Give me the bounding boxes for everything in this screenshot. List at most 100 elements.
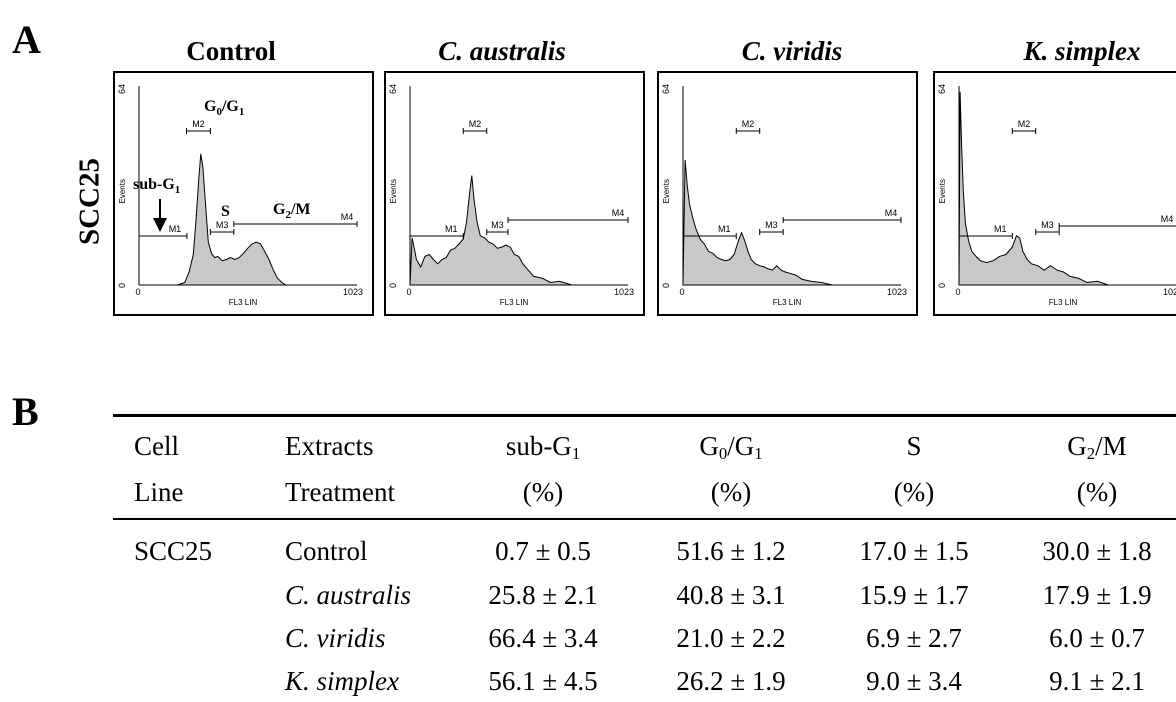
marker-m2: M2 bbox=[186, 119, 211, 134]
y-tick-label: 0 bbox=[937, 283, 947, 288]
histogram-area bbox=[958, 91, 1176, 286]
panel-frame bbox=[113, 71, 374, 316]
x-tick-label: 0 bbox=[135, 287, 140, 297]
marker-label: M3 bbox=[765, 220, 778, 230]
marker-label: M3 bbox=[216, 220, 229, 230]
table-header-rule bbox=[113, 518, 1176, 520]
x-tick-label: 1023 bbox=[343, 287, 363, 297]
chart-title-c-australis: C. australis bbox=[438, 36, 566, 66]
chart-title-control: Control bbox=[186, 36, 276, 66]
marker-m4: M4 bbox=[1058, 214, 1176, 229]
marker-m4: M4 bbox=[507, 208, 629, 223]
table-cell-value: 17.0 ± 1.5 bbox=[859, 536, 969, 566]
x-tick-label: 1023 bbox=[614, 287, 634, 297]
annotation-sub-g1: sub-G1 bbox=[133, 176, 180, 196]
table-cell-value: 26.2 ± 1.9 bbox=[676, 666, 786, 696]
table-header: (%) bbox=[1076, 477, 1118, 507]
marker-label: M1 bbox=[445, 224, 458, 234]
table-cell-value: 51.6 ± 1.2 bbox=[676, 536, 786, 566]
panel-label-a: A bbox=[12, 17, 41, 62]
table-cell-treatment: Control bbox=[285, 536, 368, 566]
y-tick-label: 0 bbox=[117, 283, 127, 288]
annotation-s: S bbox=[221, 203, 230, 220]
marker-m3: M3 bbox=[1035, 220, 1060, 235]
panel-frame bbox=[933, 71, 1176, 316]
marker-label: M1 bbox=[718, 224, 731, 234]
marker-label: M4 bbox=[612, 208, 625, 218]
histogram-area bbox=[139, 153, 357, 286]
marker-label: M2 bbox=[192, 119, 205, 129]
marker-m2: M2 bbox=[462, 119, 488, 134]
marker-label: M4 bbox=[1161, 214, 1174, 224]
marker-m4: M4 bbox=[233, 212, 358, 227]
marker-m2: M2 bbox=[1011, 119, 1037, 134]
chart-title-k-simplex: K. simplex bbox=[1023, 36, 1141, 66]
y-tick-label: 64 bbox=[937, 84, 947, 94]
table-cell-value: 6.9 ± 2.7 bbox=[866, 623, 962, 653]
table-header: Treatment bbox=[285, 477, 395, 507]
table-header: Line bbox=[134, 477, 184, 507]
table-cell-value: 15.9 ± 1.7 bbox=[859, 580, 969, 610]
y-tick-label: 0 bbox=[661, 283, 671, 288]
marker-m1: M1 bbox=[682, 224, 737, 239]
histogram-panel-3: 0 1023 FL3 LIN 0 64 Events M1 M2 M3 M4 bbox=[657, 71, 918, 316]
annotation-g2-m: G2/M bbox=[273, 201, 311, 221]
marker-m1: M1 bbox=[409, 224, 464, 239]
table-header: Extracts bbox=[285, 431, 374, 461]
table-cell-value: 30.0 ± 1.8 bbox=[1042, 536, 1152, 566]
x-tick-label: 0 bbox=[406, 287, 411, 297]
x-tick-label: 1023 bbox=[887, 287, 907, 297]
table-cell-value: 0.7 ± 0.5 bbox=[495, 536, 591, 566]
marker-label: M3 bbox=[491, 220, 504, 230]
table-cell-value: 9.0 ± 3.4 bbox=[866, 666, 962, 696]
marker-label: M3 bbox=[1041, 220, 1054, 230]
y-tick-label: 64 bbox=[117, 84, 127, 94]
table-cell-value: 66.4 ± 3.4 bbox=[488, 623, 598, 653]
table-cell-value: 6.0 ± 0.7 bbox=[1049, 623, 1145, 653]
panel-frame bbox=[657, 71, 918, 316]
marker-m1: M1 bbox=[138, 224, 188, 239]
table-cell-treatment: C. viridis bbox=[285, 623, 386, 653]
y-axis-label: Events bbox=[118, 179, 127, 203]
annotation-g0-g1: G0/G1 bbox=[204, 98, 244, 118]
table-header: (%) bbox=[522, 477, 564, 507]
table-cell-value: 21.0 ± 2.2 bbox=[676, 623, 786, 653]
table-header: sub-G1 bbox=[505, 431, 581, 464]
table-cell-value: 40.8 ± 3.1 bbox=[676, 580, 786, 610]
y-tick-label: 64 bbox=[661, 84, 671, 94]
x-axis-label: FL3 LIN bbox=[229, 298, 258, 307]
x-axis-label: FL3 LIN bbox=[500, 298, 529, 307]
y-tick-label: 64 bbox=[388, 84, 398, 94]
histogram-panel-1: 0 1023 FL3 LIN 0 64 Events M1 M2 M3 M4 G0/G1 sub-G1… bbox=[113, 71, 374, 316]
panel-label-b: B bbox=[12, 389, 39, 434]
table-header: G2/M bbox=[1067, 431, 1127, 464]
marker-m3: M3 bbox=[759, 220, 784, 235]
marker-label: M1 bbox=[169, 224, 182, 234]
x-tick-label: 0 bbox=[679, 287, 684, 297]
marker-m3: M3 bbox=[486, 220, 509, 235]
y-axis-label: Events bbox=[662, 179, 671, 203]
marker-label: M1 bbox=[994, 224, 1007, 234]
chart-title-c-viridis: C. viridis bbox=[741, 36, 843, 66]
marker-label: M2 bbox=[1018, 119, 1031, 129]
table-header: (%) bbox=[893, 477, 935, 507]
table-top-rule bbox=[113, 414, 1176, 417]
marker-label: M2 bbox=[742, 119, 755, 129]
table-cell-value: 17.9 ± 1.9 bbox=[1042, 580, 1152, 610]
y-axis-label: Events bbox=[389, 179, 398, 203]
marker-label: M4 bbox=[341, 212, 354, 222]
table-header: G0/G1 bbox=[699, 431, 763, 464]
table-cell-treatment: C. australis bbox=[285, 580, 412, 610]
marker-label: M4 bbox=[885, 208, 898, 218]
marker-m1: M1 bbox=[958, 224, 1013, 239]
table-cell-value: 9.1 ± 2.1 bbox=[1049, 666, 1145, 696]
marker-label: M2 bbox=[469, 119, 482, 129]
table-cell-treatment: K. simplex bbox=[285, 666, 399, 696]
histogram-panel-4: 0 1023 FL3 LIN 0 64 Events M1 M2 M3 M4 bbox=[933, 71, 1176, 316]
histogram-area bbox=[409, 175, 628, 286]
table-header: S bbox=[906, 431, 922, 461]
histogram-area bbox=[682, 159, 901, 286]
table-header: Cell bbox=[134, 431, 179, 461]
histogram-panel-2: 0 1023 FL3 LIN 0 64 Events M1 M2 M3 M4 bbox=[384, 71, 645, 316]
